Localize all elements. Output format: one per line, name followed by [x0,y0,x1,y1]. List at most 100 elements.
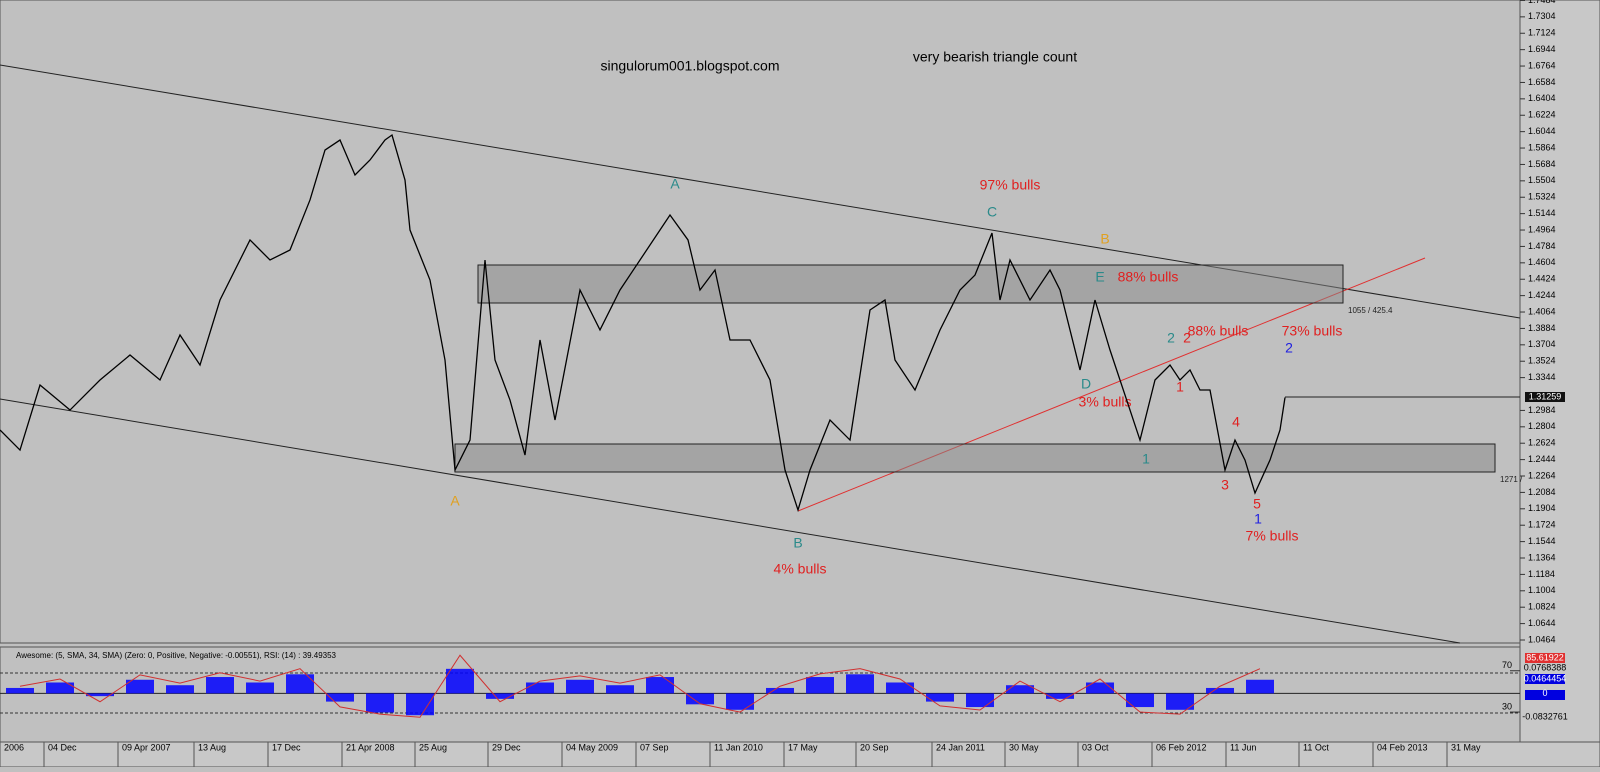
x-tick-label: 29 Dec [492,742,521,752]
y-tick-label: 1.2084 [1528,487,1556,497]
y-tick-label: 1.3704 [1528,339,1556,349]
x-tick-label: 2006 [4,742,24,752]
oscillator-bar [606,685,634,694]
y-tick-label: 1.4784 [1528,241,1556,251]
wave-label: 1 [1142,451,1150,467]
oscillator-bar [566,679,594,694]
oscillator-bar [126,679,154,694]
oscillator-bar [6,687,34,694]
oscillator-bar [446,668,474,694]
annotations: A 97% bulls C B E 88% bulls 2 88% bulls … [450,176,1523,577]
oscillator-bar [1246,679,1274,694]
oscillator-bar [886,682,914,694]
y-tick-label: 1.6944 [1528,44,1556,54]
wave-label: 2 [1183,330,1191,346]
readout-box [1525,690,1565,700]
indicator-panel [0,646,1521,743]
y-tick-label: 1.2264 [1528,470,1556,480]
sentiment-label: 97% bulls [980,177,1041,193]
last-price-label: 1.31259 [1529,391,1562,401]
x-tick-label: 21 Apr 2008 [346,742,395,752]
price-axis [1519,0,1600,743]
oscillator-bar [846,674,874,694]
oscillator-bar [806,677,834,694]
x-tick-label: 17 May [788,742,818,752]
wave-label: C [987,204,997,220]
wave-label: 4 [1232,414,1240,430]
y-tick-label: 1.4964 [1528,224,1556,234]
wave-label: A [670,176,680,192]
oscillator-bar [686,693,714,705]
oscillator-bar [966,693,994,708]
price-panel [0,0,1521,644]
y-tick-label: 1.7484 [1528,0,1556,5]
y-tick-label: 1.5684 [1528,159,1556,169]
chart-title: very bearish triangle count [913,49,1077,65]
y-tick-label: 1.4244 [1528,290,1556,300]
y-tick-label: 1.0464 [1528,634,1556,644]
y-tick-label: 1.2444 [1528,454,1556,464]
oscillator-bar [326,693,354,702]
oscillator-bar [86,693,114,697]
wave-label: E [1095,269,1104,285]
y-tick-label: 1.5864 [1528,142,1556,152]
x-tick-label: 04 May 2009 [566,742,618,752]
y-tick-label: 1.5324 [1528,192,1556,202]
y-tick-label: 1.6584 [1528,77,1556,87]
subtitle: singulorum001.blogspot.com [601,58,780,74]
readout: 0.0768388 [1524,662,1567,672]
oscillator-bar [1166,693,1194,710]
x-tick-label: 13 Aug [198,742,226,752]
y2-tick-label: 70 [1502,660,1512,670]
x-tick-label: 11 Jan 2010 [714,742,763,752]
y-tick-label: 1.0644 [1528,618,1556,628]
y-tick-label: 1.4604 [1528,257,1556,267]
readout: 0.0464454 [1524,673,1567,683]
oscillator-bar [1046,693,1074,699]
last-price-box [1525,392,1565,402]
y-tick-label: 1.6044 [1528,126,1556,136]
oscillator-bar [726,693,754,710]
x-tick-label: 24 Jan 2011 [936,742,985,752]
wave-label: 1 [1254,511,1262,527]
x-tick-label: 11 Oct [1303,742,1329,752]
y-tick-label: 1.7124 [1528,28,1556,38]
box-note: 1271 / [1500,475,1523,484]
oscillator-bar [646,677,674,694]
readout-box [1525,674,1565,684]
y-tick-label: 1.6764 [1528,60,1556,70]
y-tick-label: 1.5144 [1528,208,1556,218]
x-tick-label: 17 Dec [272,742,301,752]
zone-box [477,264,1344,304]
sentiment-label: 73% bulls [1282,323,1343,339]
x-tick-label: 04 Feb 2013 [1377,742,1428,752]
time-axis [0,741,1600,768]
x-tick-label: 31 May [1451,742,1481,752]
x-tick-label: 03 Oct [1082,742,1109,752]
y-tick-label: 1.4424 [1528,274,1556,284]
oscillator-bar [286,674,314,694]
sentiment-label: 88% bulls [1118,269,1179,285]
readout: -0.0832761 [1522,711,1568,721]
y-tick-label: 0 [1542,688,1547,698]
x-tick-label: 11 Jun [1230,742,1256,752]
oscillator-bar [166,685,194,694]
oscillator-bar [1006,685,1034,694]
oscillator-bar [1206,687,1234,694]
readout: 85.61922 [1526,652,1564,662]
y-tick-label: 1.4064 [1528,306,1556,316]
y-tick-label: 1.5504 [1528,175,1556,185]
y-tick-label: 1.3884 [1528,323,1556,333]
wave-label: 5 [1253,496,1261,512]
y-tick-label: 1.3524 [1528,356,1556,366]
sentiment-label: 3% bulls [1079,394,1132,410]
wave-label: D [1081,376,1091,392]
wave-label: 3 [1221,477,1229,493]
oscillator-bar [1126,693,1154,708]
oscillator-bar [406,693,434,716]
sentiment-label: 7% bulls [1246,528,1299,544]
y-tick-label: 1.1184 [1528,569,1555,579]
x-tick-label: 30 May [1009,742,1039,752]
x-tick-label: 20 Sep [860,742,889,752]
x-tick-label: 04 Dec [48,742,77,752]
